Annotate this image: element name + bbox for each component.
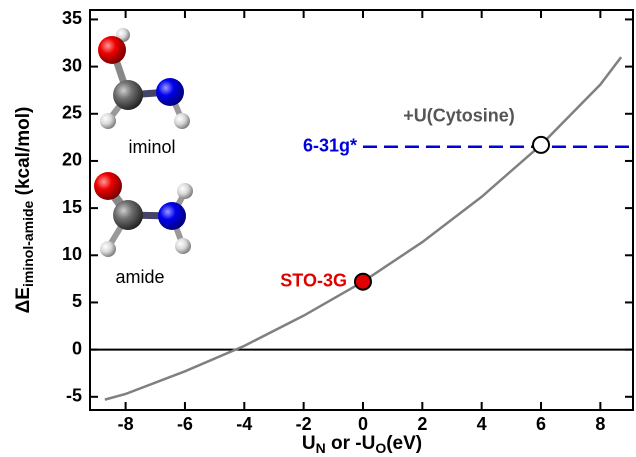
curve [105, 57, 621, 399]
x-tick-label: 2 [417, 414, 427, 434]
y-tick-label: 10 [62, 244, 82, 264]
x-label-mid: or -U [326, 433, 376, 454]
x-label-end: (eV) [386, 433, 422, 454]
x-label-sub: N [316, 440, 326, 456]
x-tick-label: -4 [236, 414, 252, 434]
reference-label: 6-31g* [303, 136, 357, 156]
point [355, 274, 371, 290]
y-tick-label: 20 [62, 150, 82, 170]
x-tick-label: 0 [358, 414, 368, 434]
y-tick-label: 15 [62, 197, 82, 217]
point [533, 137, 549, 153]
molecule-iminol [98, 28, 190, 129]
x-tick-label: -6 [177, 414, 193, 434]
y-tick-label: 35 [62, 8, 82, 28]
y-label-sub: iminol-amide [20, 200, 36, 287]
x-label-sub: O [375, 440, 386, 456]
y-tick-label: 30 [62, 55, 82, 75]
x-tick-label: -8 [118, 414, 134, 434]
chart: iminol amide ΔEiminol-amide (kcal/mol) U… [0, 0, 636, 457]
point-label: +U(Cytosine) [403, 106, 515, 126]
y-tick-label: 0 [72, 338, 82, 358]
x-tick-label: -2 [296, 414, 312, 434]
x-axis-label: UN or -UO(eV) [302, 433, 422, 456]
inset-label: amide [115, 267, 164, 287]
y-tick-label: 5 [72, 291, 82, 311]
x-label-main: U [302, 433, 316, 454]
y-tick-label: 25 [62, 103, 82, 123]
y-label-main: ΔE [13, 287, 34, 313]
molecule-amide [94, 172, 193, 257]
point-label: STO-3G [280, 270, 347, 290]
y-label-unit: (kcal/mol) [13, 107, 34, 201]
x-tick-label: 4 [477, 414, 487, 434]
y-tick-label: -5 [66, 386, 82, 406]
x-tick-label: 6 [536, 414, 546, 434]
inset-label: iminol [128, 137, 175, 157]
y-axis-label: ΔEiminol-amide (kcal/mol) [13, 107, 36, 314]
x-tick-label: 8 [595, 414, 605, 434]
